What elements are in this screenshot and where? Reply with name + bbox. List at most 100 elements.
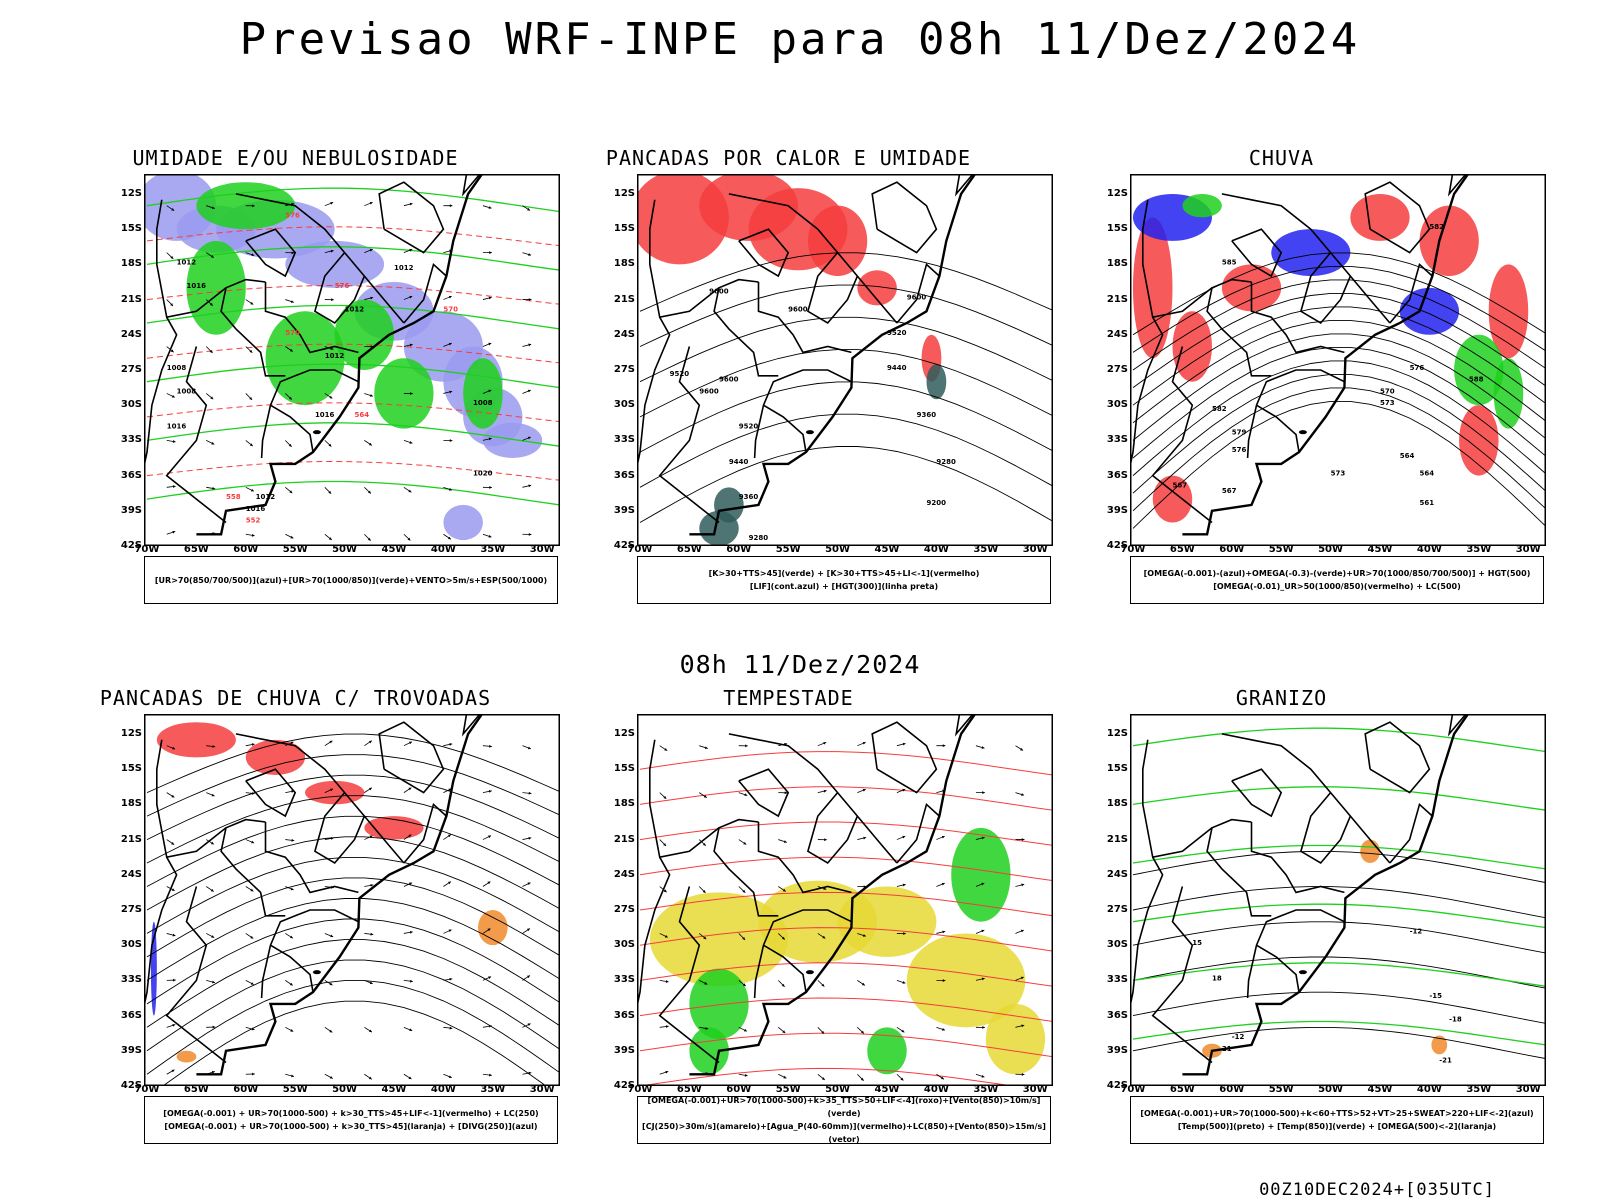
wind-arrowhead: [1021, 883, 1025, 887]
wind-arrowhead: [824, 838, 827, 842]
wind-arrowhead: [252, 204, 255, 208]
lon-label: 45W: [381, 544, 407, 555]
lon-label: 70W: [1120, 544, 1146, 555]
wind-arrowhead: [172, 933, 176, 937]
wind-arrowhead: [212, 980, 215, 984]
lat-label: 24S: [613, 328, 635, 340]
contour-line: [639, 891, 1053, 917]
wind-arrowhead: [329, 740, 333, 744]
state-border: [1250, 822, 1345, 894]
field-area-ur_850_700_500: [482, 422, 543, 458]
map-panel-3: CHUVA 582 585 582 579 576 573 570 567 564 561 588 57…: [1034, 146, 1546, 626]
wind-arrowhead: [742, 983, 746, 987]
wind-arrowhead: [330, 837, 334, 840]
lat-label: 30S: [1106, 399, 1128, 411]
contour-label: 564: [354, 411, 369, 419]
state-border: [1250, 282, 1345, 354]
field-area-dark_teal: [699, 510, 739, 546]
wind-arrowhead: [171, 394, 175, 398]
wind-arrowhead: [170, 303, 174, 306]
state-border: [649, 199, 720, 319]
lat-label: 42S: [613, 540, 635, 551]
field-area-orange: [1431, 1035, 1448, 1055]
wind-arrowhead: [902, 883, 906, 887]
contour-line-green: [146, 246, 560, 271]
lon-label: 55W: [282, 544, 308, 555]
contour-line: [1132, 360, 1546, 476]
map-area: [637, 714, 1053, 1086]
wind-arrowhead: [665, 1070, 669, 1074]
wind-arrowhead: [289, 935, 293, 939]
wind-arrowhead: [408, 1076, 412, 1080]
wind-arrowhead: [527, 746, 531, 750]
lat-label: 36S: [120, 1009, 142, 1021]
wind-arrowhead: [173, 978, 176, 982]
wind-arrowhead: [981, 882, 985, 886]
lagoa-marker: [805, 970, 814, 975]
wind-arrowhead: [288, 396, 292, 400]
wind-arrowhead: [251, 533, 255, 537]
wind-arrowhead: [860, 1077, 864, 1081]
panel-title: GRANIZO: [1235, 686, 1328, 710]
wind-arrowhead: [1021, 1072, 1025, 1076]
map-frame: [144, 714, 560, 1086]
state-border: [1142, 739, 1213, 859]
state-border: [896, 802, 940, 864]
wind-arrowhead: [250, 935, 254, 939]
wind-arrowhead: [664, 934, 668, 938]
wind-arrowhead: [902, 981, 906, 984]
wind-arrowhead: [781, 983, 785, 987]
contour-label: 561: [1420, 499, 1435, 507]
contour-line-green: [1132, 1020, 1546, 1046]
lon-label: 30W: [1515, 1084, 1541, 1095]
wind-arrowhead: [527, 882, 531, 886]
wind-arrowhead: [369, 394, 373, 397]
lat-label: 12S: [120, 727, 142, 739]
lat-label: 18S: [120, 258, 142, 270]
lon-label: 30W: [529, 544, 555, 555]
wind-arrowhead: [210, 841, 214, 845]
wind-arrowhead: [329, 982, 333, 986]
contour-label: 9200: [927, 499, 947, 507]
wind-arrowhead: [448, 929, 452, 933]
wind-arrowhead: [447, 834, 451, 838]
wind-arrowhead: [249, 349, 253, 353]
wind-arrowhead: [861, 982, 865, 986]
wind-arrowhead: [527, 436, 531, 440]
wind-arrowhead: [784, 791, 788, 795]
lat-label: 12S: [613, 187, 635, 199]
wind-arrowhead: [367, 537, 371, 541]
map-panel-6: GRANIZO -12 -12 -15 -18 -21 15 18 21 12S 15S 18S 21S…: [1034, 686, 1546, 1166]
lat-label: 21S: [1106, 833, 1128, 845]
state-border: [713, 278, 779, 377]
wind-arrowhead: [528, 1071, 532, 1075]
contour-line-green: [1132, 903, 1546, 929]
wind-arrowhead: [448, 342, 452, 346]
lagoa-marker: [312, 430, 321, 435]
state-border: [1256, 944, 1300, 993]
wind-arrowhead: [743, 1028, 747, 1032]
wind-arrowhead: [172, 530, 176, 534]
wind-arrowhead: [941, 882, 945, 886]
wind-arrowhead: [488, 1024, 492, 1028]
lon-label: 55W: [775, 1084, 801, 1095]
state-border: [144, 316, 178, 471]
state-border: [806, 792, 859, 865]
wind-arrowhead: [329, 1075, 333, 1079]
state-border: [871, 181, 938, 254]
lat-label: 15S: [120, 763, 142, 775]
state-border: [156, 739, 227, 859]
wind-arrowhead: [368, 442, 372, 446]
wind-arrowhead: [368, 787, 372, 791]
state-border: [728, 733, 898, 864]
wind-arrowhead: [488, 534, 492, 538]
lon-label: 30W: [1022, 544, 1048, 555]
lon-label: 65W: [676, 1084, 702, 1095]
contour-label: 1012: [256, 493, 276, 501]
state-border: [1221, 193, 1391, 324]
lon-label: 30W: [1022, 1084, 1048, 1095]
contour-label: 585: [1222, 258, 1237, 266]
wind-arrowhead: [289, 982, 293, 986]
forecast-time: 08h 11/Dez/2024: [679, 650, 921, 679]
lon-label: 50W: [1318, 544, 1344, 555]
